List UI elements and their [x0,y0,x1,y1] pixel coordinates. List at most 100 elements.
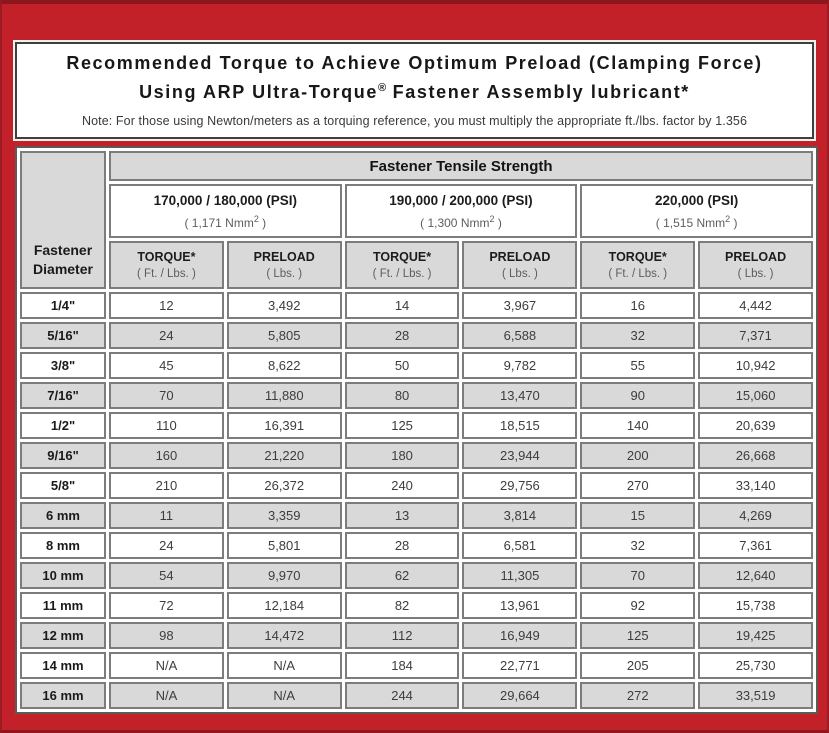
preload-value-cell: 4,442 [698,292,813,319]
preload-value-cell: 19,425 [698,622,813,649]
preload-value-cell: 13,470 [462,382,578,409]
table-row: 1/2" 110 16,391 125 18,515 140 20,639 [20,412,813,439]
diameter-cell: 12 mm [20,622,106,649]
torque-value-cell: 210 [109,472,224,499]
torque-value-cell: 90 [580,382,696,409]
page-title-line1: Recommended Torque to Achieve Optimum Pr… [66,53,763,73]
diameter-cell: 7/16" [20,382,106,409]
corner-header-fastener-diameter: Fastener Diameter [20,151,106,289]
torque-value-cell: 244 [344,682,460,709]
torque-value-cell: 12 [109,292,224,319]
torque-value-cell: 14 [344,292,460,319]
preload-value-cell: N/A [226,682,342,709]
page-title-line2-suffix: Fastener Assembly lubricant* [386,82,690,102]
page-title-line2-prefix: Using ARP Ultra-Torque [139,82,378,102]
header-fastener-tensile-strength: Fastener Tensile Strength [109,151,813,181]
table-row: 5/16" 24 5,805 28 6,588 32 7,371 [20,322,813,349]
diameter-cell: 3/8" [20,352,106,379]
preload-value-cell: 14,472 [226,622,342,649]
table-row: 11 mm 72 12,184 82 13,961 92 15,738 [20,592,813,619]
preload-column-header: PRELOAD ( Lbs. ) [462,241,578,289]
torque-value-cell: 180 [344,442,460,469]
preload-value-cell: 13,961 [462,592,578,619]
torque-value-cell: 55 [580,352,696,379]
torque-value-cell: 80 [344,382,460,409]
table-row: 9/16" 160 21,220 180 23,944 200 26,668 [20,442,813,469]
table-row: 5/8" 210 26,372 240 29,756 270 33,140 [20,472,813,499]
torque-value-cell: 110 [109,412,224,439]
preload-value-cell: 21,220 [226,442,342,469]
torque-value-cell: 16 [580,292,696,319]
preload-value-cell: 15,738 [698,592,813,619]
preload-column-header: PRELOAD ( Lbs. ) [226,241,342,289]
torque-value-cell: 28 [344,322,460,349]
diameter-cell: 16 mm [20,682,106,709]
torque-value-cell: 184 [344,652,460,679]
torque-value-cell: 70 [109,382,224,409]
torque-value-cell: 240 [344,472,460,499]
torque-value-cell: 32 [580,532,696,559]
table-row: 8 mm 24 5,801 28 6,581 32 7,361 [20,532,813,559]
table-row: 6 mm 11 3,359 13 3,814 15 4,269 [20,502,813,529]
torque-value-cell: 125 [344,412,460,439]
preload-value-cell: 6,588 [462,322,578,349]
preload-value-cell: 3,359 [226,502,342,529]
preload-value-cell: 20,639 [698,412,813,439]
diameter-cell: 6 mm [20,502,106,529]
torque-value-cell: 200 [580,442,696,469]
torque-value-cell: 13 [344,502,460,529]
conversion-note: Note: For those using Newton/meters as a… [81,114,747,128]
preload-value-cell: 11,880 [226,382,342,409]
preload-value-cell: 3,814 [462,502,578,529]
preload-value-cell: 9,970 [226,562,342,589]
preload-value-cell: 22,771 [462,652,578,679]
preload-value-cell: 16,949 [462,622,578,649]
preload-value-cell: 8,622 [226,352,342,379]
preload-value-cell: 26,668 [698,442,813,469]
preload-value-cell: 9,782 [462,352,578,379]
preload-value-cell: 29,756 [462,472,578,499]
torque-column-header: TORQUE* ( Ft. / Lbs. ) [109,241,224,289]
psi-value: 170,000 / 180,000 (PSI) [153,192,297,208]
title-panel: Recommended Torque to Achieve Optimum Pr… [13,40,816,141]
torque-value-cell: 272 [580,682,696,709]
preload-value-cell: 23,944 [462,442,578,469]
table-row: 16 mm N/A N/A 244 29,664 272 33,519 [20,682,813,709]
torque-value-cell: 24 [109,322,224,349]
torque-value-cell: 28 [344,532,460,559]
preload-value-cell: 18,515 [462,412,578,439]
psi-header-group1: 170,000 / 180,000 (PSI) ( 1,171 Nmm2 ) [109,184,342,238]
table-row: 3/8" 45 8,622 50 9,782 55 10,942 [20,352,813,379]
torque-value-cell: 112 [344,622,460,649]
torque-value-cell: 70 [580,562,696,589]
torque-value-cell: N/A [109,682,224,709]
psi-header-group3: 220,000 (PSI) ( 1,515 Nmm2 ) [580,184,813,238]
torque-value-cell: 125 [580,622,696,649]
torque-value-cell: 24 [109,532,224,559]
diameter-cell: 10 mm [20,562,106,589]
nmm-value: ( 1,300 Nmm2 ) [420,213,502,230]
corner-header-line2: Diameter [33,261,93,277]
diameter-cell: 5/16" [20,322,106,349]
preload-value-cell: 15,060 [698,382,813,409]
preload-value-cell: 12,184 [226,592,342,619]
preload-value-cell: 10,942 [698,352,813,379]
torque-value-cell: 62 [344,562,460,589]
page-title-line2: Using ARP Ultra-Torque® Fastener Assembl… [27,76,802,105]
preload-value-cell: 33,140 [698,472,813,499]
preload-value-cell: 16,391 [226,412,342,439]
torque-value-cell: 160 [109,442,224,469]
preload-value-cell: N/A [226,652,342,679]
psi-header-row: 170,000 / 180,000 (PSI) ( 1,171 Nmm2 ) 1… [20,184,813,238]
torque-column-header: TORQUE* ( Ft. / Lbs. ) [344,241,460,289]
torque-value-cell: 50 [344,352,460,379]
preload-value-cell: 7,371 [698,322,813,349]
torque-column-header: TORQUE* ( Ft. / Lbs. ) [580,241,696,289]
table-row: 14 mm N/A N/A 184 22,771 205 25,730 [20,652,813,679]
column-header-row: TORQUE* ( Ft. / Lbs. ) PRELOAD ( Lbs. ) … [20,241,813,289]
torque-value-cell: 270 [580,472,696,499]
diameter-cell: 1/2" [20,412,106,439]
torque-value-cell: 82 [344,592,460,619]
torque-value-cell: 205 [580,652,696,679]
registered-trademark-symbol: ® [377,82,387,94]
